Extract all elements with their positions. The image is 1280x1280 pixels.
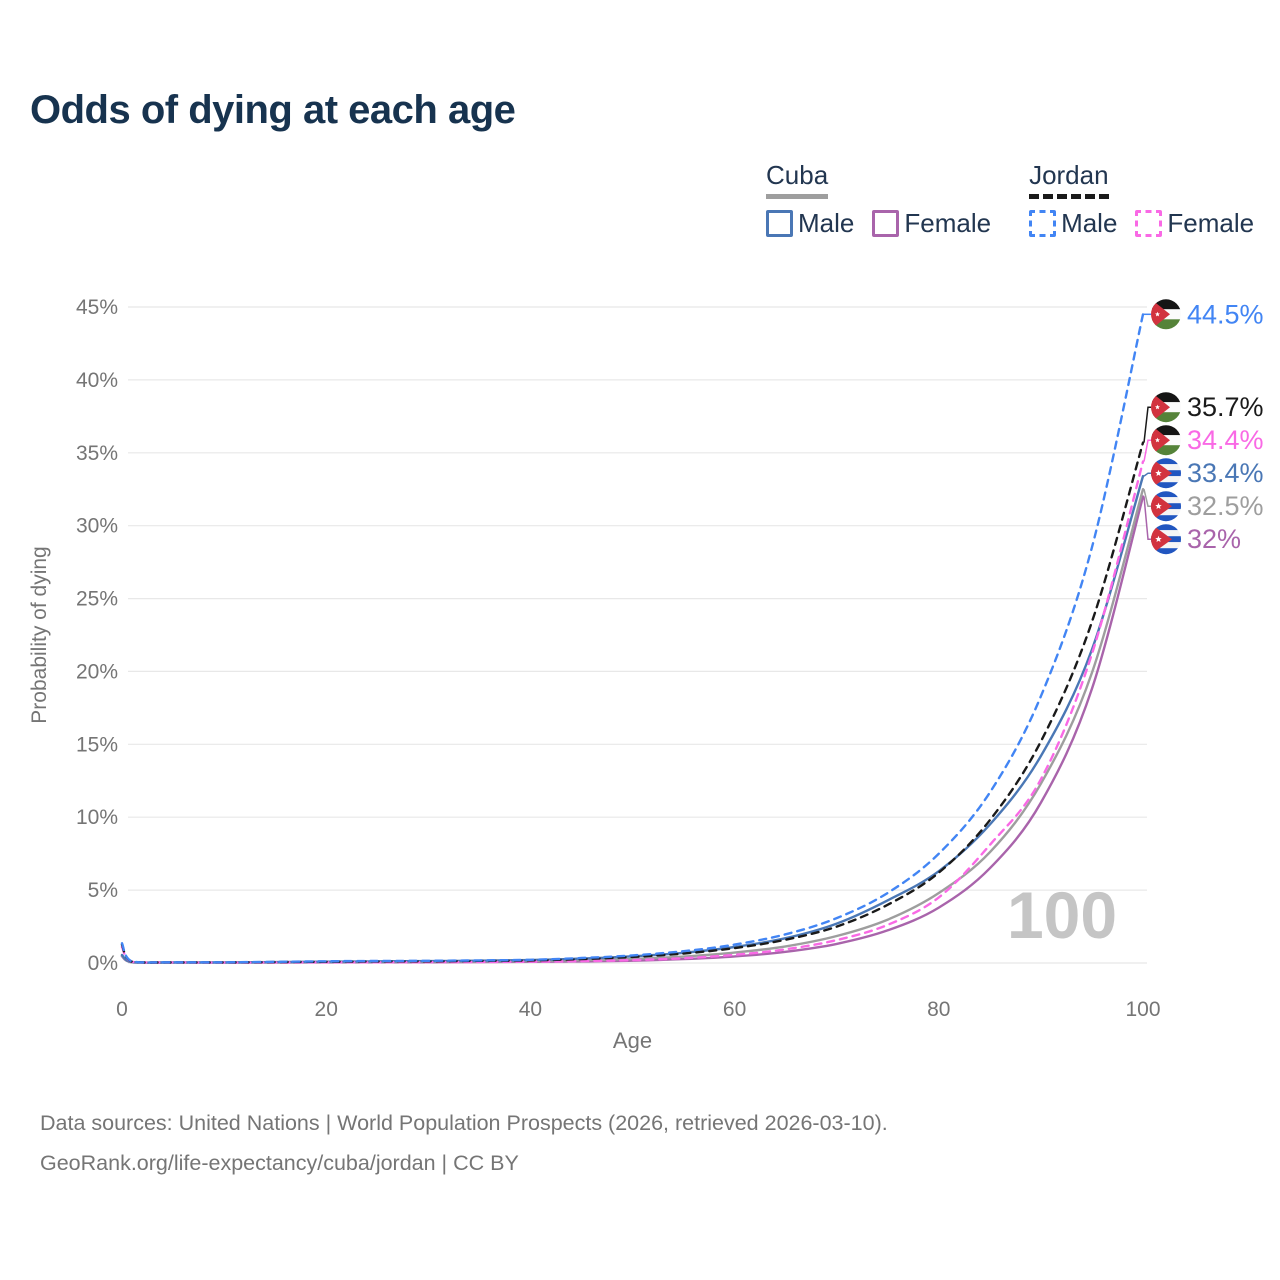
- legend-entry-label: Male: [798, 208, 855, 238]
- y-tick-label: 45%: [76, 296, 118, 319]
- cuba-flag-icon: [1151, 491, 1181, 522]
- y-tick-label: 20%: [76, 660, 118, 683]
- end-label-jordan: 35.7%: [1187, 392, 1264, 422]
- x-axis-title: Age: [613, 1028, 652, 1053]
- legend-entries-jordan: Male Female: [1029, 208, 1254, 239]
- legend-entry-label: Male: [1061, 208, 1118, 238]
- legend-entry-cuba-male[interactable]: Male: [766, 208, 854, 239]
- end-label-jordan-male: 44.5%: [1187, 299, 1264, 329]
- end-label-cuba-female: 32%: [1187, 524, 1241, 554]
- y-axis-title: Probability of dying: [28, 546, 51, 723]
- hover-age-watermark: 100: [1007, 878, 1117, 952]
- cuba-flag-icon: [1151, 458, 1181, 489]
- y-tick-label: 25%: [76, 588, 118, 611]
- series-line-jordan-female: [120, 460, 1145, 964]
- y-tick-label: 0%: [88, 952, 118, 975]
- y-tick-label: 15%: [76, 733, 118, 756]
- legend-group-label-jordan: Jordan: [1029, 160, 1109, 199]
- legend-entries-cuba: Male Female: [766, 208, 991, 239]
- x-tick-label: 100: [1125, 998, 1160, 1021]
- x-tick-label: 60: [723, 998, 746, 1021]
- series-line-cuba: [120, 488, 1145, 964]
- y-tick-label: 30%: [76, 515, 118, 538]
- x-tick-label: 40: [519, 998, 542, 1021]
- y-tick-label: 35%: [76, 442, 118, 465]
- y-tick-label: 40%: [76, 369, 118, 392]
- jordan-flag-icon: [1151, 392, 1181, 423]
- end-label-jordan-female: 34.4%: [1187, 425, 1264, 455]
- series-line-jordan: [120, 441, 1145, 964]
- jordan-male-checkbox[interactable]: [1029, 210, 1057, 237]
- leader-line: [1143, 489, 1151, 507]
- legend-group-label-cuba: Cuba: [766, 160, 829, 199]
- x-tick-label: 20: [315, 998, 338, 1021]
- jordan-female-checkbox[interactable]: [1135, 210, 1163, 237]
- data-source-line: Data sources: United Nations | World Pop…: [40, 1111, 888, 1135]
- cuba-flag-icon: [1151, 524, 1181, 555]
- y-tick-label: 10%: [76, 806, 118, 829]
- attribution-line: GeoRank.org/life-expectancy/cuba/jordan …: [40, 1151, 519, 1175]
- leader-line: [1143, 406, 1151, 443]
- cuba-male-checkbox[interactable]: [766, 210, 793, 237]
- jordan-flag-icon: [1151, 425, 1181, 456]
- legend-group-title-jordan: Jordan: [1029, 160, 1254, 199]
- legend-entry-label: Female: [904, 208, 992, 238]
- legend-entry-cuba-female[interactable]: Female: [872, 208, 991, 239]
- x-tick-label: 0: [116, 998, 128, 1021]
- legend-entry-jordan-male[interactable]: Male: [1029, 208, 1117, 239]
- y-tick-label: 5%: [88, 879, 118, 902]
- legend-group-jordan: Jordan Male Female: [1029, 160, 1254, 239]
- leader-line: [1143, 496, 1151, 540]
- series-line-jordan-male: [120, 313, 1145, 964]
- x-tick-label: 80: [927, 998, 950, 1021]
- series-line-cuba-female: [120, 495, 1145, 964]
- end-label-cuba: 32.5%: [1187, 491, 1264, 521]
- legend-group-title-cuba: Cuba: [766, 160, 991, 199]
- legend-entry-label: Female: [1167, 208, 1255, 238]
- footer: Data sources: United Nations | World Pop…: [40, 1103, 888, 1183]
- leader-line: [1143, 439, 1151, 462]
- end-label-cuba-male: 33.4%: [1187, 458, 1264, 488]
- chart-title: Odds of dying at each age: [30, 88, 516, 132]
- legend: Cuba Male Female Jordan Male: [766, 160, 1254, 239]
- cuba-female-checkbox[interactable]: [872, 210, 900, 237]
- jordan-flag-icon: [1151, 299, 1181, 330]
- legend-group-cuba: Cuba Male Female: [766, 160, 991, 239]
- legend-entry-jordan-female[interactable]: Female: [1135, 208, 1254, 239]
- leader-line: [1143, 472, 1151, 477]
